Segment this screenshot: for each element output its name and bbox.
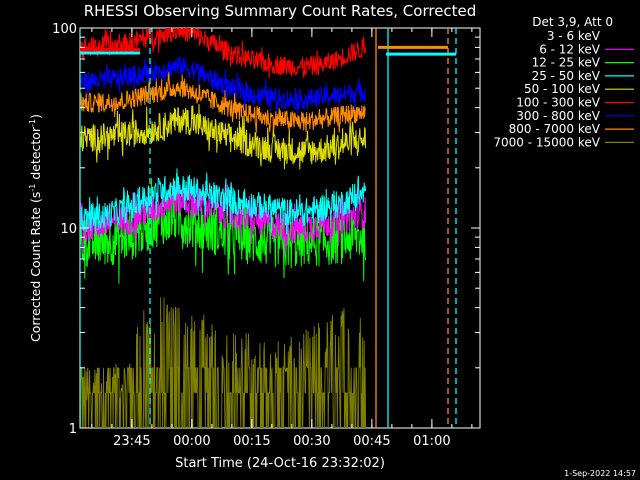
y-tick-label: 100 [52, 22, 77, 37]
legend-label-3-6-kev: 3 - 6 keV [547, 29, 601, 43]
y-axis-label-main: Corrected Count Rate (s [28, 192, 43, 342]
x-tick-label: 23:45 [113, 434, 150, 449]
legend-label-100-300-kev: 100 - 300 keV [516, 96, 600, 110]
x-tick-label: 00:30 [293, 434, 330, 449]
footer-timestamp: 1-Sep-2022 14:57 [564, 469, 636, 478]
legend-label-7000-15000-kev: 7000 - 15000 keV [493, 135, 600, 149]
y-axis-label: Corrected Count Rate (s-1 detector-1) [28, 114, 43, 342]
y-axis-label-exp2: -1 [28, 119, 37, 127]
marker-layer [80, 28, 457, 428]
y-axis-label-mid: detector [28, 126, 43, 184]
series-layer [80, 28, 367, 428]
x-axis-label: Start Time (24-Oct-16 23:32:02) [175, 456, 385, 471]
legend-label-6-12-kev: 6 - 12 keV [539, 42, 601, 56]
x-tick-label: 00:45 [353, 434, 390, 449]
y-tick-label: 10 [60, 222, 77, 237]
legend-label-800-7000-kev: 800 - 7000 keV [509, 122, 601, 136]
y-axis-label-exp1: -1 [28, 184, 37, 192]
chart-title: RHESSI Observing Summary Count Rates, Co… [84, 2, 477, 20]
series-line-100-300-kev [80, 28, 367, 79]
series-line-7000-15000-kev [80, 297, 367, 428]
y-axis-label-end: ) [28, 114, 43, 119]
y-tick-label: 1 [69, 422, 77, 437]
legend-label-25-50-kev: 25 - 50 keV [532, 69, 601, 83]
tick-layer: 23:45 00:00 00:15 00:30 00:45 01:00 1 10 100 [52, 22, 480, 449]
x-tick-label: 01:00 [413, 434, 450, 449]
x-tick-label: 00:00 [173, 434, 210, 449]
series-line-50-100-kev [80, 104, 367, 170]
legend-header: Det 3,9, Att 0 [532, 15, 613, 29]
legend-label-300-800-kev: 300 - 800 keV [516, 109, 600, 123]
legend-label-12-25-kev: 12 - 25 keV [532, 56, 601, 70]
series-line-25-50-kev [80, 168, 367, 239]
legend-label-50-100-kev: 50 - 100 keV [524, 82, 601, 96]
series-line-300-800-kev [80, 55, 367, 116]
series-line-6-12-kev [80, 183, 367, 254]
x-tick-label: 00:15 [233, 434, 270, 449]
series-line-800-7000-kev [80, 70, 366, 134]
